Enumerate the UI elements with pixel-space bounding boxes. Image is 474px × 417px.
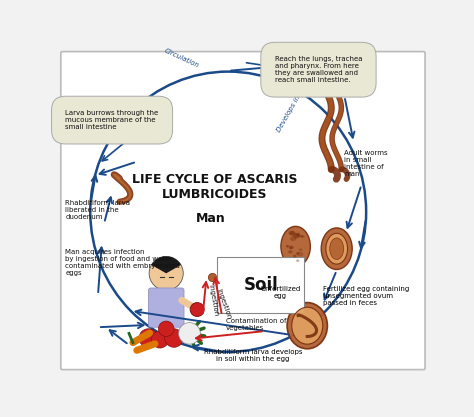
- Text: Man acquires infection
by ingestion of food and water
contaminated with embryona: Man acquires infection by ingestion of f…: [65, 249, 180, 276]
- Ellipse shape: [330, 238, 344, 259]
- Ellipse shape: [326, 233, 347, 264]
- Text: LIFE CYCLE OF ASCARIS
LUMBRICOIDES: LIFE CYCLE OF ASCARIS LUMBRICOIDES: [131, 173, 297, 201]
- FancyBboxPatch shape: [148, 288, 184, 327]
- Text: Unfertilized
egg: Unfertilized egg: [260, 286, 300, 299]
- Circle shape: [158, 321, 174, 337]
- Text: Contamination of
vegetables: Contamination of vegetables: [226, 318, 286, 331]
- Text: Ingestion: Ingestion: [207, 284, 219, 317]
- Ellipse shape: [296, 252, 300, 255]
- Circle shape: [152, 331, 169, 348]
- Ellipse shape: [289, 231, 296, 236]
- FancyBboxPatch shape: [218, 257, 304, 313]
- Ellipse shape: [290, 236, 296, 241]
- Circle shape: [179, 323, 201, 344]
- Wedge shape: [151, 256, 181, 273]
- Ellipse shape: [292, 307, 323, 344]
- Ellipse shape: [293, 255, 297, 257]
- Circle shape: [149, 256, 183, 290]
- Circle shape: [164, 329, 183, 347]
- Ellipse shape: [301, 235, 305, 238]
- Text: Larva burrows through the
mucous membrane of the
small intestine: Larva burrows through the mucous membran…: [65, 110, 159, 130]
- Ellipse shape: [296, 233, 300, 236]
- Text: Adult worms
in small
intestine of
man: Adult worms in small intestine of man: [345, 150, 388, 177]
- Ellipse shape: [287, 303, 328, 349]
- Ellipse shape: [288, 250, 292, 254]
- Circle shape: [190, 303, 204, 317]
- Ellipse shape: [289, 246, 292, 249]
- Ellipse shape: [296, 259, 300, 262]
- Ellipse shape: [321, 228, 352, 269]
- Text: Rhabditiform larva develops
in soil within the egg: Rhabditiform larva develops in soil with…: [204, 349, 302, 362]
- Ellipse shape: [293, 233, 300, 238]
- Ellipse shape: [289, 246, 294, 249]
- Ellipse shape: [299, 249, 302, 251]
- Ellipse shape: [300, 235, 303, 237]
- Text: Fertilized egg containing
unsegmented ovum
passed in feces: Fertilized egg containing unsegmented ov…: [323, 286, 409, 306]
- Text: Develops into adult worms: Develops into adult worms: [276, 49, 328, 133]
- Text: Man: Man: [195, 212, 225, 225]
- Ellipse shape: [297, 252, 303, 256]
- Text: Soil: Soil: [243, 276, 278, 294]
- Text: Circulation: Circulation: [163, 47, 200, 68]
- Ellipse shape: [296, 234, 300, 236]
- Circle shape: [139, 329, 158, 347]
- Text: Ingestion: Ingestion: [215, 288, 232, 320]
- Ellipse shape: [289, 231, 294, 235]
- FancyBboxPatch shape: [61, 52, 425, 369]
- Ellipse shape: [281, 226, 310, 266]
- Ellipse shape: [286, 245, 289, 247]
- Text: Reach the lungs, trachea
and pharynx. From here
they are swallowed and
reach sma: Reach the lungs, trachea and pharynx. Fr…: [275, 56, 362, 83]
- Text: Rhabditiform larva
liberated in the
duodenum: Rhabditiform larva liberated in the duod…: [65, 200, 130, 220]
